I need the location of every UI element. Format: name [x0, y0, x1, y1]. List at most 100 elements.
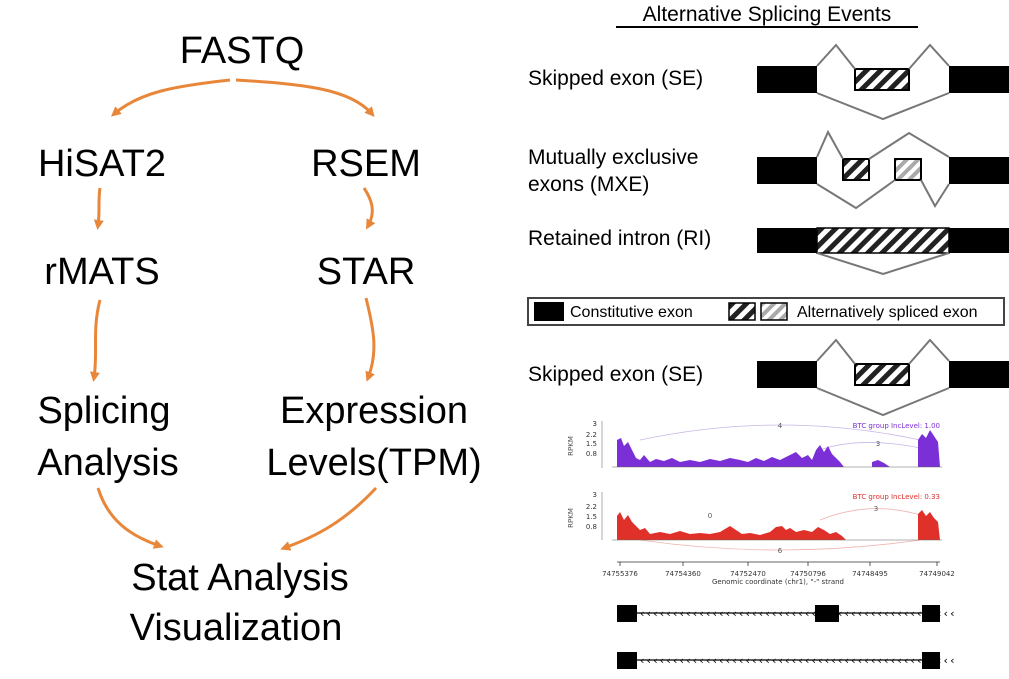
arrow-fastq-to-rsem	[235, 78, 375, 118]
inclusion-junction-right	[908, 338, 950, 365]
constitutive-exon-right	[949, 66, 1009, 93]
events-title: Alternative Splicing Events	[643, 3, 892, 26]
track2-junction-count-3: 6	[778, 547, 783, 555]
constitutive-exon-right	[949, 157, 1009, 184]
label-retained-intron: Retained intron (RI)	[528, 227, 711, 250]
node-rmats: rMATS	[44, 251, 159, 293]
track2-junction-arc-2	[639, 539, 921, 551]
splicing-events-panel: Alternative Splicing Events Skipped exon…	[527, 3, 1009, 417]
exon-left	[617, 652, 637, 669]
constitutive-exon-left	[757, 361, 817, 388]
pipeline-flowchart: FASTQ HiSAT2 RSEM rMATS STAR Splicing An…	[37, 30, 481, 649]
arrow-splicing-to-stat	[96, 487, 164, 549]
track2-junction-count-1: 0	[708, 512, 712, 520]
mxe-junction-top-left	[816, 129, 844, 160]
legend-constitutive-swatch	[534, 302, 564, 321]
arrow-hisat2-to-rmats	[93, 187, 104, 230]
node-rsem: RSEM	[311, 143, 421, 185]
skipping-junction	[816, 387, 950, 417]
inclusion-junction-left	[816, 43, 856, 70]
track1-y-label: RPKM	[567, 436, 575, 456]
track1-y-tick-3: 3	[593, 420, 597, 428]
track2-coverage	[617, 512, 846, 540]
node-splicing-analysis-line2: Analysis	[37, 442, 179, 484]
legend-constitutive-label: Constitutive exon	[570, 304, 693, 321]
x-tick-label: 74750796	[790, 570, 826, 578]
alternative-exon	[854, 68, 910, 91]
exon-left	[617, 605, 637, 622]
arrow-fastq-to-hisat2	[110, 78, 231, 117]
constitutive-exon-left	[757, 66, 817, 93]
strand-arrows: ‹‹‹‹‹‹‹‹‹‹‹‹‹‹‹‹‹‹‹‹‹‹‹‹‹‹‹‹‹‹‹‹‹‹‹‹‹‹‹‹…	[640, 607, 957, 620]
ri-splice-junction	[816, 252, 950, 276]
track2-coverage-end	[918, 510, 940, 540]
mxe-junction-bottom-left	[816, 179, 896, 210]
track2-y-tick-2-2: 2.2	[586, 503, 597, 511]
arrow-rsem-to-star	[362, 187, 376, 230]
x-tick-label: 74752470	[730, 570, 766, 578]
node-expression-line1: Expression	[280, 390, 468, 432]
x-tick-label: 74749042	[919, 570, 955, 578]
se-diagram	[757, 43, 1009, 121]
track1-y-tick-2-2: 2.2	[586, 431, 597, 439]
alternative-exon	[854, 363, 910, 386]
inclusion-junction-left	[816, 338, 856, 365]
constitutive-exon-left	[757, 157, 817, 184]
track2-inclevel-label: BTC group IncLevel: 0.33	[853, 493, 940, 501]
flow-arrows	[89, 78, 378, 551]
label-mxe-line2: exons (MXE)	[528, 173, 649, 196]
legend-alternative-swatch-dark	[728, 302, 756, 321]
constitutive-exon-right	[949, 361, 1009, 388]
x-tick-label: 74748495	[852, 570, 888, 578]
node-star: STAR	[317, 251, 416, 293]
node-hisat2: HiSAT2	[38, 143, 166, 185]
constitutive-exon-right	[949, 228, 1009, 253]
sashimi-track-1: RPKM 3 2.2 1.5 0.8 BTC group IncLevel: 1…	[567, 420, 942, 468]
arrow-expression-to-stat	[280, 486, 378, 551]
track1-inclevel-label: BTC group IncLevel: 1.00	[853, 422, 940, 430]
legend-alternative-label: Alternatively spliced exon	[797, 304, 978, 321]
track2-junction-arc-1	[819, 508, 921, 521]
x-tick-label: 74754360	[665, 570, 701, 578]
se-diagram-2	[757, 338, 1009, 417]
track2-y-label: RPKM	[567, 508, 575, 528]
mxe-diagram	[757, 129, 1009, 210]
skipping-junction	[816, 92, 950, 121]
node-fastq: FASTQ	[180, 30, 305, 72]
mxe-junction-top-right	[868, 131, 950, 160]
constitutive-exon-left	[757, 228, 817, 253]
arrow-star-to-expression	[364, 297, 376, 382]
sashimi-track-2: RPKM 3 2.2 1.5 0.8 BTC group IncLevel: 0…	[567, 491, 942, 555]
exon-middle	[815, 605, 839, 622]
inclusion-junction-right	[908, 43, 950, 70]
track1-junction-arc-2	[819, 442, 921, 451]
legend: Constitutive exon Alternatively spliced …	[527, 297, 1005, 326]
ri-diagram	[757, 227, 1009, 276]
x-axis-label: Genomic coordinate (chr1), "-" strand	[712, 578, 844, 586]
track1-coverage-end	[872, 430, 940, 467]
mxe-junction-bottom-right	[920, 179, 950, 208]
track2-junction-count-2: 3	[874, 505, 878, 513]
exon-right	[922, 605, 940, 622]
track2-y-tick-0-8: 0.8	[586, 523, 597, 531]
track1-y-tick-1-5: 1.5	[586, 440, 597, 448]
node-splicing-analysis-line1: Splicing	[37, 390, 170, 432]
track1-junction-count-1: 4	[778, 422, 783, 430]
label-skipped-exon-2: Skipped exon (SE)	[528, 363, 703, 386]
label-mxe-line1: Mutually exclusive	[528, 146, 698, 169]
track1-coverage	[617, 438, 844, 467]
retained-intron-region	[816, 227, 950, 254]
exon-right	[922, 652, 940, 669]
x-tick-label: 74755376	[602, 570, 638, 578]
arrow-rmats-to-splicing	[89, 299, 102, 382]
node-stat-analysis-line1: Stat Analysis	[131, 557, 349, 599]
legend-alternative-swatch-gray	[760, 302, 788, 321]
sashimi-plot: RPKM 3 2.2 1.5 0.8 BTC group IncLevel: 1…	[567, 420, 957, 669]
label-skipped-exon: Skipped exon (SE)	[528, 67, 703, 90]
sashimi-x-axis: 74755376 74754360 74752470 74750796 7474…	[602, 561, 955, 586]
track2-y-tick-3: 3	[593, 491, 597, 499]
track1-y-tick-0-8: 0.8	[586, 450, 597, 458]
node-stat-analysis-line2: Visualization	[130, 607, 343, 649]
